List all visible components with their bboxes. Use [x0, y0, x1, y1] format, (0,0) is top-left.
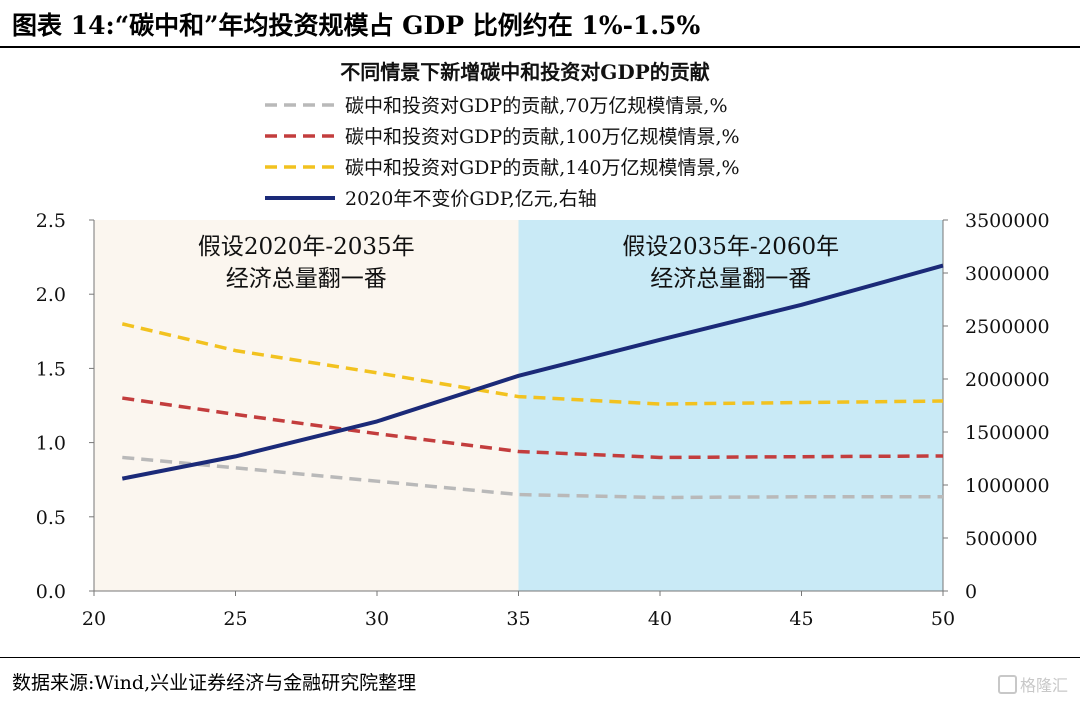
y-right-tick-label: 1500000	[965, 422, 1050, 444]
axes: 20 25 30 35 40 45 50 0.0 0.5 1.0 1.5 2.0 2.5 0 500000 1…	[36, 210, 1050, 630]
series-line-2	[122, 396, 944, 460]
y-left-tick-label: 1.0	[36, 433, 66, 455]
source-note: 数据来源:Wind,兴业证券经济与金融研究院整理	[12, 672, 417, 694]
x-tick-label: 25	[223, 608, 247, 630]
y-left-tick-label: 0.0	[36, 581, 66, 603]
y-right-tick-label: 3500000	[965, 210, 1050, 232]
y-left-tick-label: 1.5	[36, 358, 66, 380]
y-right-tick-label: 3000000	[965, 263, 1050, 285]
watermark-logo-icon	[997, 675, 1017, 694]
x-tick-label: 40	[648, 608, 672, 630]
y-right-tick-label: 500000	[965, 528, 1038, 550]
x-tick-label: 30	[365, 608, 389, 630]
legend-label: 2020年不变价GDP,亿元,右轴	[345, 188, 597, 210]
legend-label: 碳中和投资对GDP的贡献,100万亿规模情景,%	[345, 126, 740, 148]
period-label: 假设2035年-2060年	[622, 234, 839, 260]
x-tick-label: 20	[82, 608, 106, 630]
y-left-tick-label: 0.5	[36, 507, 66, 529]
period-label: 经济总量翻一番	[650, 266, 811, 292]
y-left-tick-label: 2.5	[36, 210, 66, 232]
source-rule	[0, 657, 1080, 658]
series-line-3	[121, 322, 944, 406]
series-line-4	[121, 263, 944, 481]
watermark: 格隆汇	[997, 672, 1068, 696]
y-right-tick-label: 1000000	[965, 475, 1050, 497]
y-right-tick-label: 2000000	[965, 369, 1050, 391]
title-rule	[0, 46, 1080, 48]
legend-label: 碳中和投资对GDP的贡献,140万亿规模情景,%	[345, 157, 740, 179]
x-tick-label: 50	[931, 608, 955, 630]
legend-label: 碳中和投资对GDP的贡献,70万亿规模情景,%	[345, 95, 728, 117]
period-label: 假设2020年-2035年	[198, 234, 415, 260]
y-right-tick-label: 0	[965, 581, 977, 603]
y-left-tick-label: 2.0	[36, 284, 66, 306]
period-band	[518, 220, 943, 591]
figure-title: 图表 14:“碳中和”年均投资规模占 GDP 比例约在 1%-1.5%	[12, 11, 701, 40]
period-label: 经济总量翻一番	[226, 266, 387, 292]
legend: 碳中和投资对GDP的贡献,70万亿规模情景,% 碳中和投资对GDP的贡献,100万…	[265, 95, 740, 210]
period-backgrounds	[94, 220, 943, 591]
watermark-text: 格隆汇	[1019, 676, 1068, 695]
series-lines	[121, 263, 944, 500]
x-tick-label: 35	[506, 608, 530, 630]
x-tick-label: 45	[789, 608, 813, 630]
chart-title: 不同情景下新增碳中和投资对GDP的贡献	[340, 60, 709, 84]
y-right-tick-label: 2500000	[965, 316, 1050, 338]
